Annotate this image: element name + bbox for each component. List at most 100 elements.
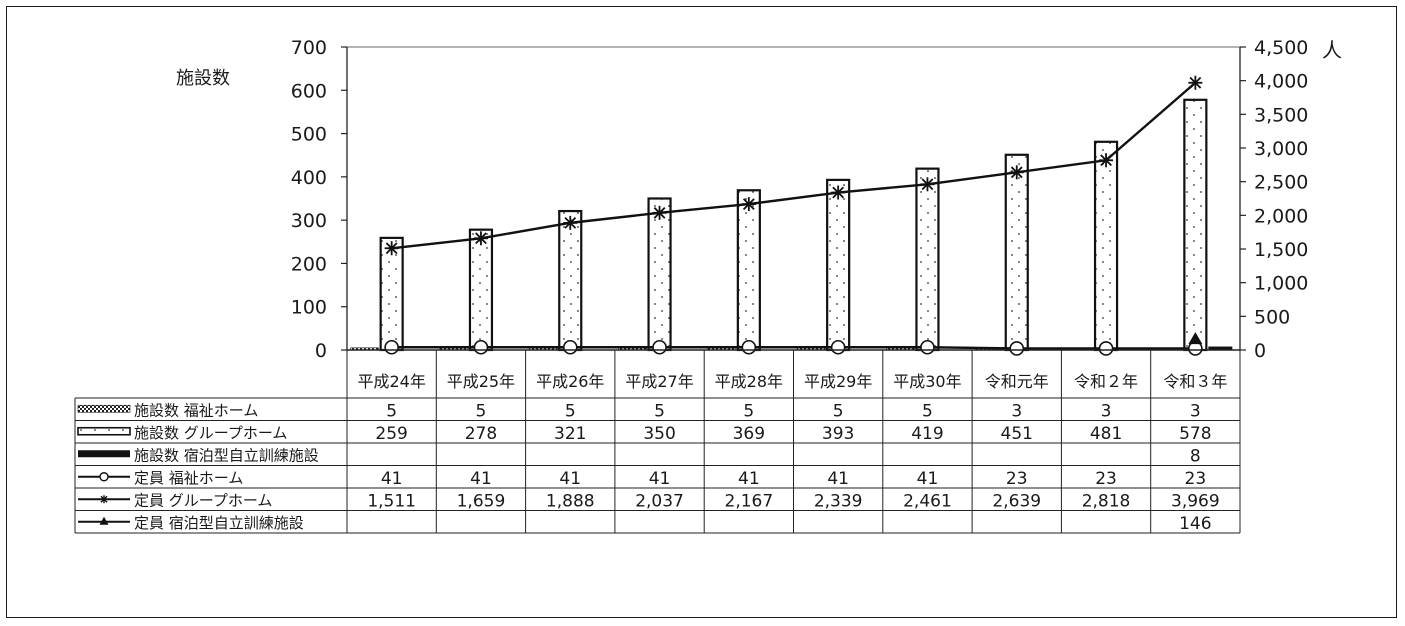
bar-group-home-3 [647,197,672,352]
table-cell-value: 8 [1190,446,1201,466]
table-cell-value: 321 [554,424,586,444]
category-label: 平成26年 [536,372,604,391]
left-tick-label: 500 [291,124,327,146]
left-tick-label: 400 [291,167,327,189]
series-label: 定員 グループホーム [134,491,272,509]
table-cell-value: 3 [1101,401,1112,421]
right-tick-label: 3,000 [1254,138,1308,160]
bar-lodging-training-9 [1208,346,1233,350]
table-cell-value: 41 [827,469,849,489]
table-cell-value: 41 [649,469,671,489]
y-left-axis-label: 施設数 [176,68,230,89]
right-tick-label: 500 [1254,306,1290,328]
right-tick-label: 1,000 [1254,273,1308,295]
table-cell-value: 278 [465,424,497,444]
table-cell-value: 41 [470,469,492,489]
table-cell-value: 393 [822,424,854,444]
bar-group-home-4 [736,189,761,352]
table-cell-value: 481 [1090,424,1122,444]
category-label: 平成30年 [893,372,961,391]
group-home-capacity-point-1 [473,231,488,246]
table-cell-value: 41 [917,469,939,489]
welfare-capacity-point-2 [562,339,578,355]
table-cell-value: 1,888 [546,491,595,511]
right-tick-label: 3,500 [1254,104,1308,126]
table-cell-value: 23 [1185,469,1207,489]
welfare-capacity-point-1 [473,339,489,355]
category-label: 平成29年 [804,372,872,391]
table-cell-value: 2,339 [814,491,863,511]
table-cell-value: 451 [1001,424,1033,444]
series-label: 施設数 福祉ホーム [134,401,258,419]
welfare-capacity-point-3 [652,339,667,355]
group-home-capacity-point-0 [384,241,399,256]
welfare-capacity-point-5 [830,339,846,355]
welfare-capacity-point-8 [1098,341,1114,356]
bar-group-home-8 [1093,140,1119,352]
legend-key-group-home [77,426,131,436]
table-cell-value: 5 [922,401,933,421]
table-cell-value: 5 [743,401,754,421]
table-cell-value: 1,511 [367,491,416,511]
legend-key-welfare-home [77,404,131,413]
welfare-capacity-point-6 [920,339,935,355]
bar-group-home-1 [468,228,494,352]
right-tick-label: 0 [1254,340,1266,362]
category-label: 令和元年 [985,372,1049,391]
table-cell-value: 3 [1011,401,1022,421]
lodging-capacity-point-9 [1188,332,1203,345]
table-cell-value: 2,639 [992,491,1041,511]
table-cell-value: 5 [386,401,397,421]
category-label: 令和２年 [1074,372,1138,391]
table-cell-value: 5 [833,401,844,421]
table-cell-value: 5 [476,401,487,421]
table-cell-value: 146 [1179,514,1211,534]
series-label: 定員 宿泊型自立訓練施設 [134,514,304,532]
right-tick-label: 4,500 [1254,37,1308,59]
left-tick-label: 700 [291,37,327,59]
table-cell-value: 369 [733,424,765,444]
bar-group-home-9 [1183,98,1208,352]
category-label: 令和３年 [1163,372,1227,391]
table-cell-value: 2,461 [903,491,952,511]
table-cell-value: 41 [381,469,403,489]
left-tick-label: 200 [291,253,327,275]
table-cell-value: 2,037 [635,491,684,511]
group-home-capacity-point-4 [741,197,756,212]
category-label: 平成24年 [357,372,425,391]
group-home-capacity-point-2 [563,215,578,230]
table-cell-value: 23 [1095,469,1117,489]
legend-key-lodging-training [78,450,130,458]
category-label: 平成27年 [625,372,693,391]
welfare-capacity-point-7 [1009,341,1025,356]
category-label: 平成28年 [715,372,783,391]
welfare-capacity-point-0 [384,339,399,355]
table-cell-value: 2,167 [725,491,774,511]
group-home-capacity-line [391,81,1197,250]
group-home-capacity-point-5 [831,185,846,200]
left-tick-label: 300 [291,210,327,232]
table-cell-value: 259 [375,424,407,444]
bar-group-home-6 [915,167,940,352]
right-tick-label: 4,000 [1254,71,1308,93]
table-cell-value: 23 [1006,469,1028,489]
welfare-capacity-point-4 [741,339,757,355]
series-label: 施設数 グループホーム [134,424,287,442]
right-tick-label: 2,000 [1254,205,1308,227]
group-home-capacity-point-6 [920,177,935,192]
table-cell-value: 419 [911,424,943,444]
legend-marker-star [100,495,108,504]
table-cell-value: 578 [1179,424,1211,444]
category-label: 平成25年 [447,372,515,391]
group-home-capacity-point-7 [1009,165,1024,180]
left-tick-label: 100 [291,297,327,319]
legend-marker-triangle [99,516,109,525]
left-tick-label: 0 [315,340,327,362]
table-cell-value: 5 [565,401,576,421]
table-cell-value: 1,659 [457,491,506,511]
series-label: 定員 福祉ホーム [134,469,243,487]
bar-group-home-5 [826,178,851,352]
table-cell-value: 350 [643,424,675,444]
group-home-capacity-point-3 [652,205,667,220]
